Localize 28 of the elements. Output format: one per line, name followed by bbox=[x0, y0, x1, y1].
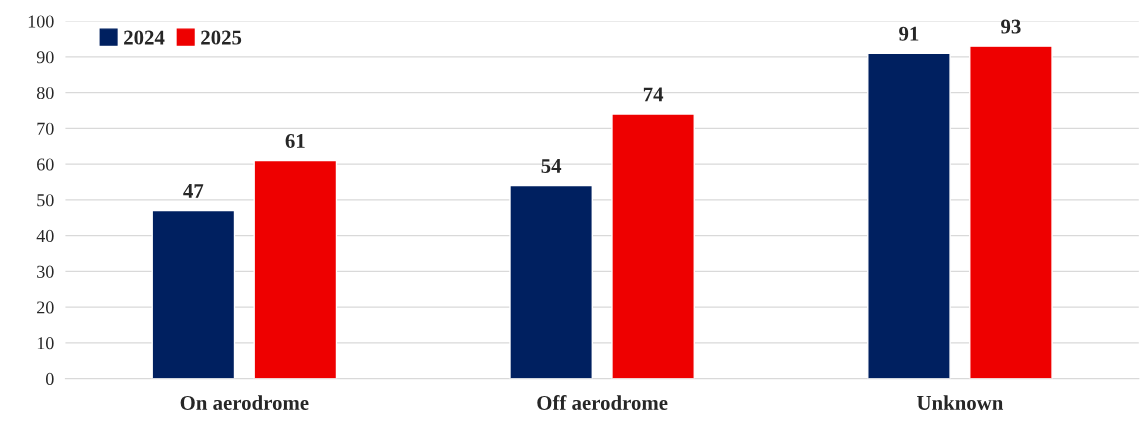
bar bbox=[867, 52, 951, 379]
bar bbox=[611, 113, 695, 379]
bar bbox=[151, 209, 236, 379]
y-tick-label: 0 bbox=[45, 372, 54, 386]
y-tick-label: 50 bbox=[37, 194, 54, 207]
data-label: 91 bbox=[899, 26, 919, 41]
bar bbox=[509, 184, 593, 379]
legend-label: 2025 bbox=[201, 30, 242, 45]
data-label: 61 bbox=[285, 133, 305, 148]
data-label: 47 bbox=[183, 184, 204, 198]
legend-label: 2024 bbox=[124, 30, 165, 45]
x-tick-label: Unknown bbox=[917, 395, 1004, 410]
data-label: 93 bbox=[1001, 19, 1021, 34]
data-label: 74 bbox=[643, 87, 664, 102]
y-tick-label: 10 bbox=[37, 337, 54, 350]
y-tick-label: 70 bbox=[37, 122, 54, 135]
x-tick-label: On aerodrome bbox=[180, 395, 309, 410]
y-tick-label: 30 bbox=[37, 265, 54, 278]
y-tick-label: 40 bbox=[36, 229, 54, 243]
bar bbox=[253, 159, 338, 379]
bar bbox=[969, 45, 1053, 379]
y-tick-label: 60 bbox=[37, 158, 54, 171]
y-tick-label: 80 bbox=[36, 86, 54, 100]
y-tick-label: 20 bbox=[37, 301, 54, 314]
x-tick-label: Off aerodrome bbox=[537, 395, 668, 410]
y-tick-label: 90 bbox=[36, 51, 54, 64]
data-label: 54 bbox=[541, 159, 562, 174]
y-tick-label: 100 bbox=[28, 15, 54, 28]
